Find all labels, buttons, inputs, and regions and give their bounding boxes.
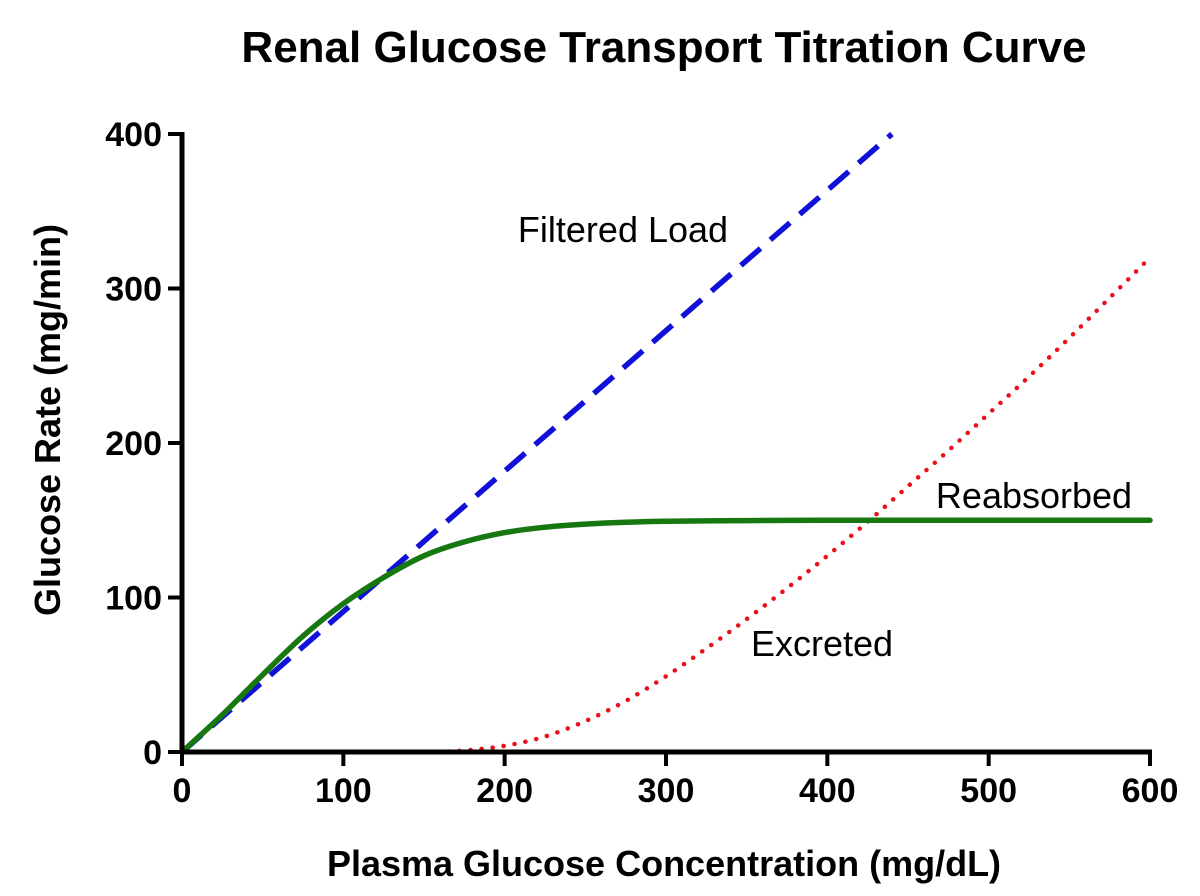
y-tick-label: 100 xyxy=(105,580,162,618)
series-line-excreted xyxy=(179,255,1153,755)
x-tick-label: 300 xyxy=(638,772,695,810)
y-tick-label: 400 xyxy=(105,116,162,154)
series-label-reabsorbed: Reabsorbed xyxy=(936,475,1132,516)
x-tick-label: 200 xyxy=(476,772,533,810)
chart-title: Renal Glucose Transport Titration Curve xyxy=(241,23,1086,72)
y-tick-label: 0 xyxy=(143,734,162,772)
x-tick-label: 400 xyxy=(799,772,856,810)
series-line-reabsorbed xyxy=(179,517,1153,755)
y-axis-label: Glucose Rate (mg/min) xyxy=(27,224,68,616)
x-tick-label: 500 xyxy=(960,772,1017,810)
y-tick-label: 300 xyxy=(105,271,162,309)
y-tick-label: 200 xyxy=(105,425,162,463)
x-tick-label: 0 xyxy=(173,772,192,810)
series-line-filtered-load xyxy=(180,131,894,755)
series-label-filtered-load: Filtered Load xyxy=(518,209,728,250)
x-axis-label: Plasma Glucose Concentration (mg/dL) xyxy=(327,843,1001,884)
x-tick-label: 100 xyxy=(315,772,372,810)
x-tick-label: 600 xyxy=(1122,772,1179,810)
series-label-excreted: Excreted xyxy=(751,623,893,664)
